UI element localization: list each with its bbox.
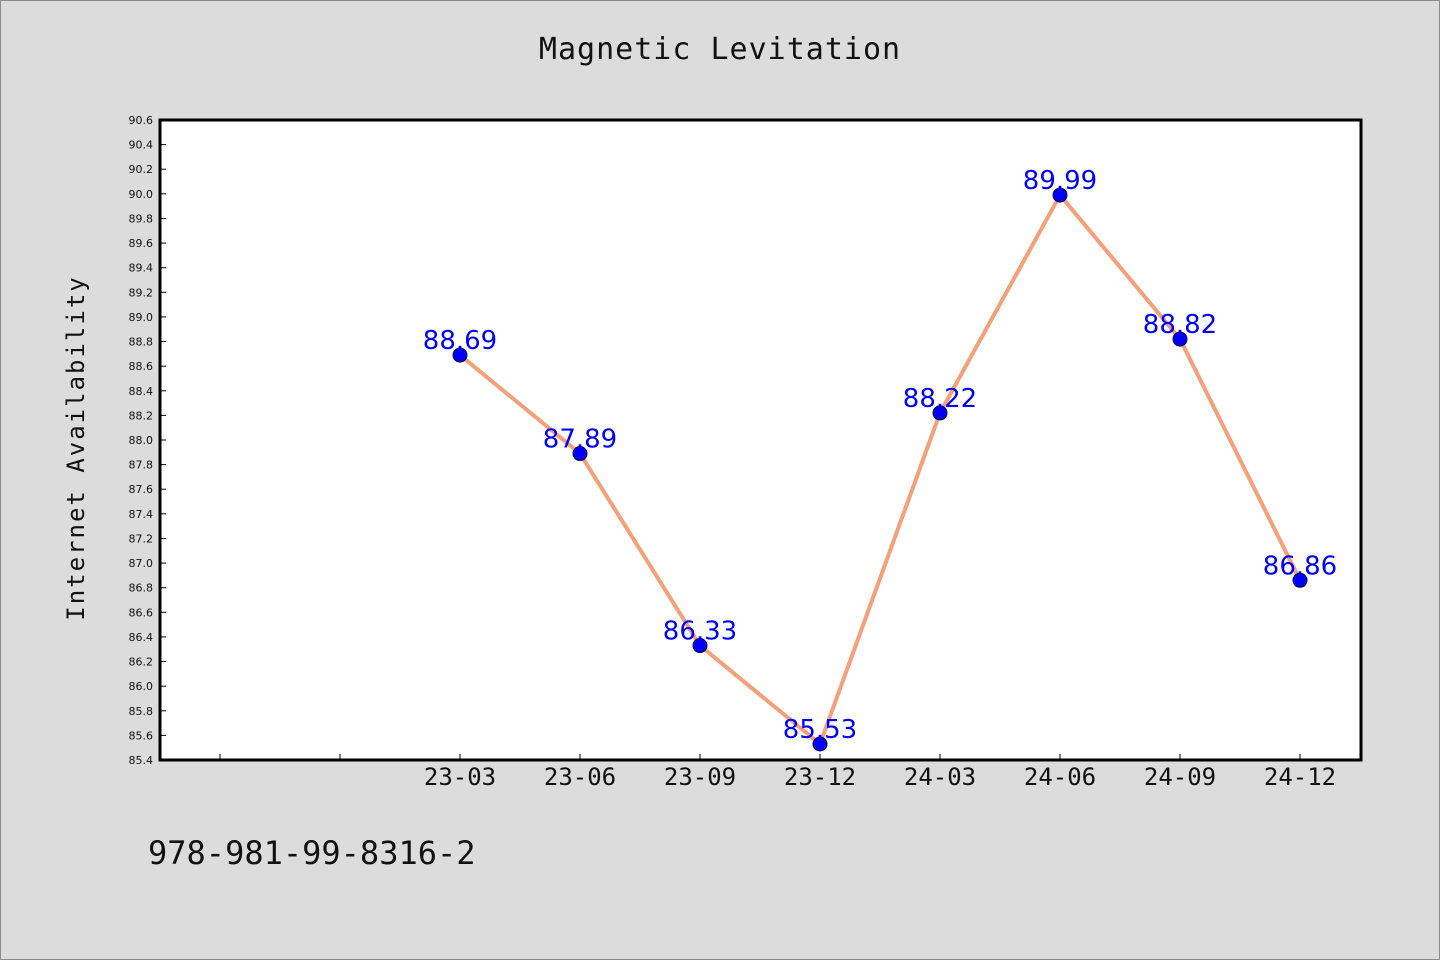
y-tick-label: 89.8 bbox=[129, 212, 154, 225]
data-point bbox=[572, 446, 588, 462]
y-tick-label: 88.6 bbox=[129, 360, 154, 373]
x-tick-label: 24-12 bbox=[1264, 763, 1336, 791]
y-tick-label: 88.8 bbox=[129, 336, 154, 349]
data-point bbox=[1172, 331, 1188, 347]
x-tick-label: 24-03 bbox=[904, 763, 976, 791]
data-point bbox=[692, 638, 708, 654]
data-label: 88.82 bbox=[1143, 310, 1217, 340]
y-tick-label: 87.0 bbox=[129, 557, 154, 570]
y-axis: 85.4 85.6 85.8 86.0 86.2 86.4 86.6 86.8 87.0 87.2… bbox=[129, 114, 166, 767]
data-label: 85.53 bbox=[783, 715, 857, 745]
y-tick-label: 87.6 bbox=[129, 483, 154, 496]
data-point bbox=[812, 736, 828, 752]
y-tick-label: 87.2 bbox=[129, 532, 154, 545]
data-point bbox=[932, 405, 948, 421]
y-tick-label: 85.6 bbox=[129, 729, 154, 742]
y-tick-label: 90.0 bbox=[129, 188, 154, 201]
y-tick-label: 85.8 bbox=[129, 705, 154, 718]
x-tick-label: 24-09 bbox=[1144, 763, 1216, 791]
y-tick-label: 88.0 bbox=[129, 434, 154, 447]
series-line bbox=[458, 193, 1302, 746]
plot-border bbox=[158, 118, 1363, 762]
x-axis: 23-03 23-06 23-09 23-12 24-03 24-06 24-09 24-12 bbox=[219, 754, 1336, 791]
data-label: 88.22 bbox=[903, 384, 977, 414]
y-tick-label: 87.8 bbox=[129, 459, 154, 472]
x-tick-label: 23-06 bbox=[544, 763, 616, 791]
plot-area bbox=[160, 120, 1361, 760]
data-point bbox=[1292, 572, 1308, 588]
y-tick-label: 89.2 bbox=[129, 286, 154, 299]
x-tick-label: 23-12 bbox=[784, 763, 856, 791]
y-tick-label: 89.4 bbox=[129, 262, 154, 275]
y-tick-label: 86.2 bbox=[129, 656, 154, 669]
y-tick-label: 86.6 bbox=[129, 606, 154, 619]
data-label: 86.86 bbox=[1263, 551, 1337, 581]
y-tick-label: 90.2 bbox=[129, 163, 154, 176]
data-point bbox=[452, 347, 468, 363]
chart-title: Magnetic Levitation bbox=[538, 32, 902, 67]
x-tick-label: 24-06 bbox=[1024, 763, 1096, 791]
y-tick-label: 85.4 bbox=[129, 754, 154, 767]
data-label: 88.69 bbox=[423, 326, 497, 356]
series-layer: 88.69 87.89 86.33 85.53 88.22 89.99 88.82 86.86 bbox=[423, 166, 1337, 752]
y-tick-label: 90.4 bbox=[129, 139, 154, 152]
x-tick-label: 23-09 bbox=[664, 763, 736, 791]
y-tick-label: 88.4 bbox=[129, 385, 154, 398]
y-tick-label: 90.6 bbox=[129, 114, 154, 127]
y-tick-label: 86.4 bbox=[129, 631, 154, 644]
x-tick-label: 23-03 bbox=[424, 763, 496, 791]
data-label: 89.99 bbox=[1023, 166, 1097, 196]
data-point bbox=[1052, 187, 1068, 203]
y-tick-label: 89.0 bbox=[129, 311, 154, 324]
footer-id-text: 978-981-99-8316-2 bbox=[148, 834, 476, 872]
y-tick-label: 86.0 bbox=[129, 680, 154, 693]
data-label: 86.33 bbox=[663, 617, 737, 647]
y-tick-label: 87.4 bbox=[129, 508, 154, 521]
data-label: 87.89 bbox=[543, 425, 617, 455]
y-tick-label: 88.2 bbox=[129, 409, 154, 422]
y-tick-label: 86.8 bbox=[129, 582, 154, 595]
y-tick-label: 89.6 bbox=[129, 237, 154, 250]
